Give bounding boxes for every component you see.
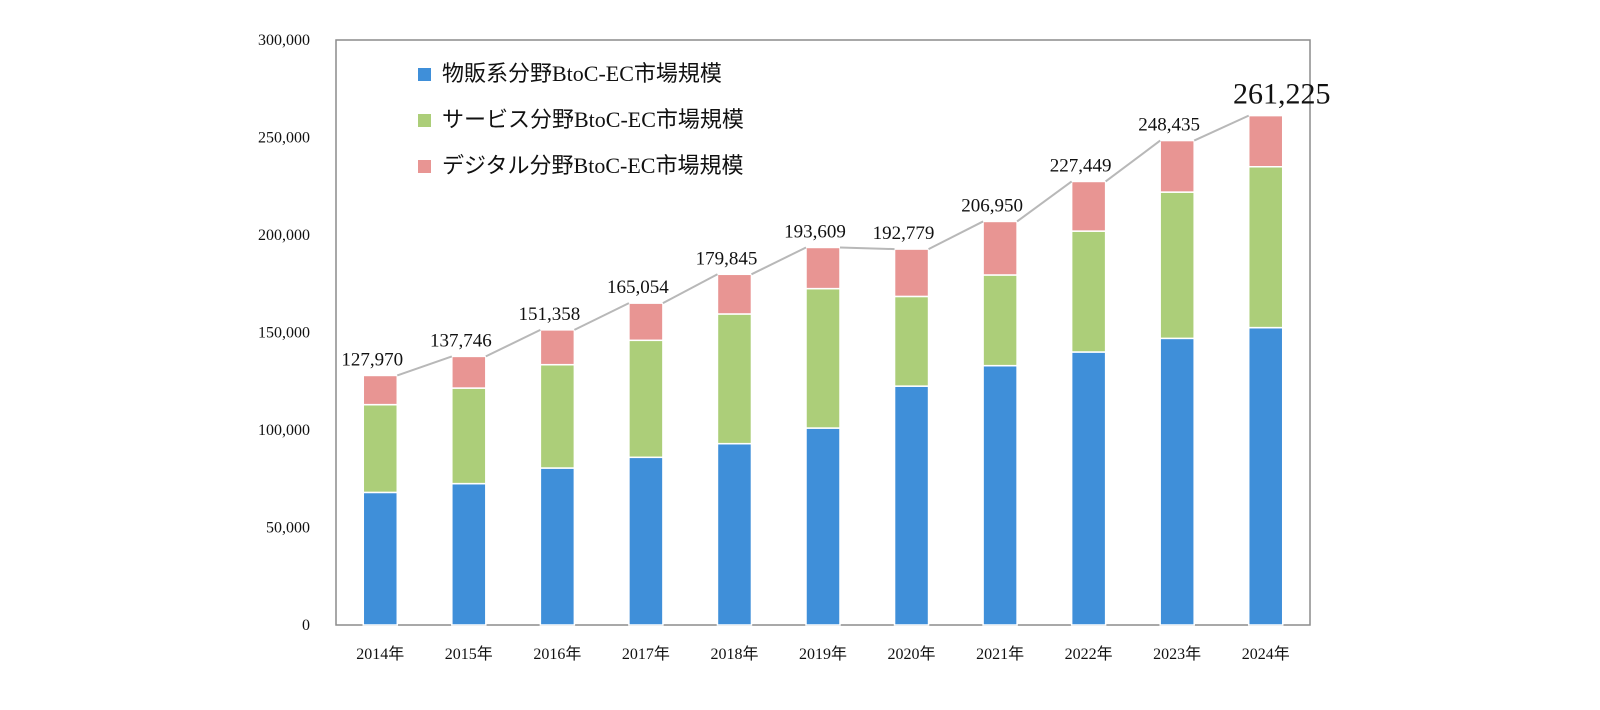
y-tick-label: 250,000 [258, 130, 310, 147]
bar-segment-1-2019年 [805, 427, 841, 626]
bar-segment-3-2018年 [716, 273, 753, 315]
bar-segment-2-2024年 [1247, 166, 1284, 329]
bar-segment-1-2022年 [1070, 351, 1107, 626]
bar-segment-2-2021年 [982, 274, 1018, 367]
bar-segment-3-2022年 [1070, 180, 1107, 232]
bar-segment-3-2019年 [805, 246, 841, 290]
total-data-label: 137,746 [430, 330, 492, 351]
total-connector-line [839, 246, 895, 251]
x-tick-label: 2024年 [1242, 645, 1290, 663]
x-tick-label: 2022年 [1065, 645, 1113, 663]
total-data-label: 206,950 [961, 195, 1023, 216]
total-connector-line [928, 220, 984, 250]
legend: 物販系分野BtoC-EC市場規模サービス分野BtoC-EC市場規模デジタル分野B… [418, 61, 744, 178]
x-tick-label: 2019年 [799, 645, 847, 663]
x-tick-label: 2016年 [533, 645, 581, 663]
total-data-label: 151,358 [518, 304, 580, 325]
legend-swatch [418, 114, 431, 127]
total-connector-line [1105, 139, 1161, 183]
bar-segment-3-2015年 [451, 355, 487, 389]
bar-segment-1-2021年 [982, 364, 1018, 626]
bar-segment-3-2017年 [628, 302, 664, 342]
axis-layer: 0 50,000 100,000 150,000 200,000 250,000 300,0… [258, 32, 1290, 663]
y-tick-label: 0 [302, 617, 310, 634]
y-tick-label: 200,000 [258, 227, 310, 244]
bar-segment-1-2014年 [362, 491, 399, 626]
total-data-label: 248,435 [1138, 115, 1200, 136]
x-tick-label: 2020年 [888, 645, 936, 663]
x-tick-label: 2021年 [976, 645, 1024, 663]
bar-segment-3-2014年 [362, 374, 399, 406]
legend-swatch [418, 68, 431, 81]
total-connector-line [1016, 180, 1073, 223]
bar-segment-1-2018年 [716, 442, 753, 626]
legend-label: サービス分野BtoC-EC市場規模 [442, 107, 744, 132]
bar-segment-3-2020年 [893, 248, 930, 298]
total-data-label: 127,970 [341, 349, 403, 370]
total-connector-line [662, 273, 718, 305]
x-tick-label: 2017年 [622, 645, 670, 663]
bar-segment-3-2021年 [982, 220, 1018, 276]
x-tick-label: 2014年 [356, 645, 404, 663]
bar-segment-1-2015年 [451, 482, 487, 626]
y-tick-label: 300,000 [258, 32, 310, 49]
total-connector-line [1193, 114, 1250, 142]
total-data-label: 192,779 [873, 223, 935, 244]
y-tick-label: 100,000 [258, 422, 310, 439]
total-connector-line [573, 302, 630, 331]
labels-layer: 127,970 137,746 151,358 165,054 179,845 193,6… [341, 78, 1330, 371]
x-tick-label: 2018年 [710, 645, 758, 663]
bar-segment-1-2016年 [539, 467, 576, 626]
bar-segment-1-2020年 [893, 385, 930, 626]
bar-segment-2-2020年 [893, 295, 930, 387]
total-connector-line [485, 328, 541, 358]
legend-label: 物販系分野BtoC-EC市場規模 [442, 61, 722, 86]
bar-segment-2-2016年 [539, 363, 576, 469]
bar-segment-1-2023年 [1159, 337, 1195, 626]
total-connector-line [396, 355, 453, 377]
bar-segment-3-2023年 [1159, 139, 1195, 193]
total-data-label: 261,225 [1233, 78, 1331, 111]
bar-segment-2-2023年 [1159, 191, 1195, 340]
legend-swatch [418, 160, 431, 173]
total-connector-line [751, 246, 807, 276]
x-tick-label: 2015年 [445, 645, 493, 663]
bar-segment-3-2016年 [539, 329, 576, 366]
bar-segment-2-2019年 [805, 287, 841, 429]
x-tick-label: 2023年 [1153, 645, 1201, 663]
total-data-label: 227,449 [1050, 155, 1112, 176]
total-data-label: 179,845 [696, 248, 758, 269]
total-line-layer [396, 114, 1250, 377]
total-data-label: 193,609 [784, 221, 846, 242]
legend-label: デジタル分野BtoC-EC市場規模 [442, 153, 743, 178]
bar-segment-1-2024年 [1247, 326, 1284, 626]
bar-segment-1-2017年 [628, 456, 664, 626]
y-tick-label: 50,000 [266, 520, 310, 537]
bar-segment-2-2015年 [451, 387, 487, 485]
bar-segment-2-2018年 [716, 313, 753, 445]
bars-layer [362, 114, 1284, 626]
total-data-label: 165,054 [607, 277, 669, 298]
bar-segment-2-2017年 [628, 339, 664, 459]
bar-segment-3-2024年 [1247, 114, 1284, 168]
y-tick-label: 150,000 [258, 325, 310, 342]
bar-segment-2-2022年 [1070, 230, 1107, 353]
bar-segment-2-2014年 [362, 403, 399, 494]
